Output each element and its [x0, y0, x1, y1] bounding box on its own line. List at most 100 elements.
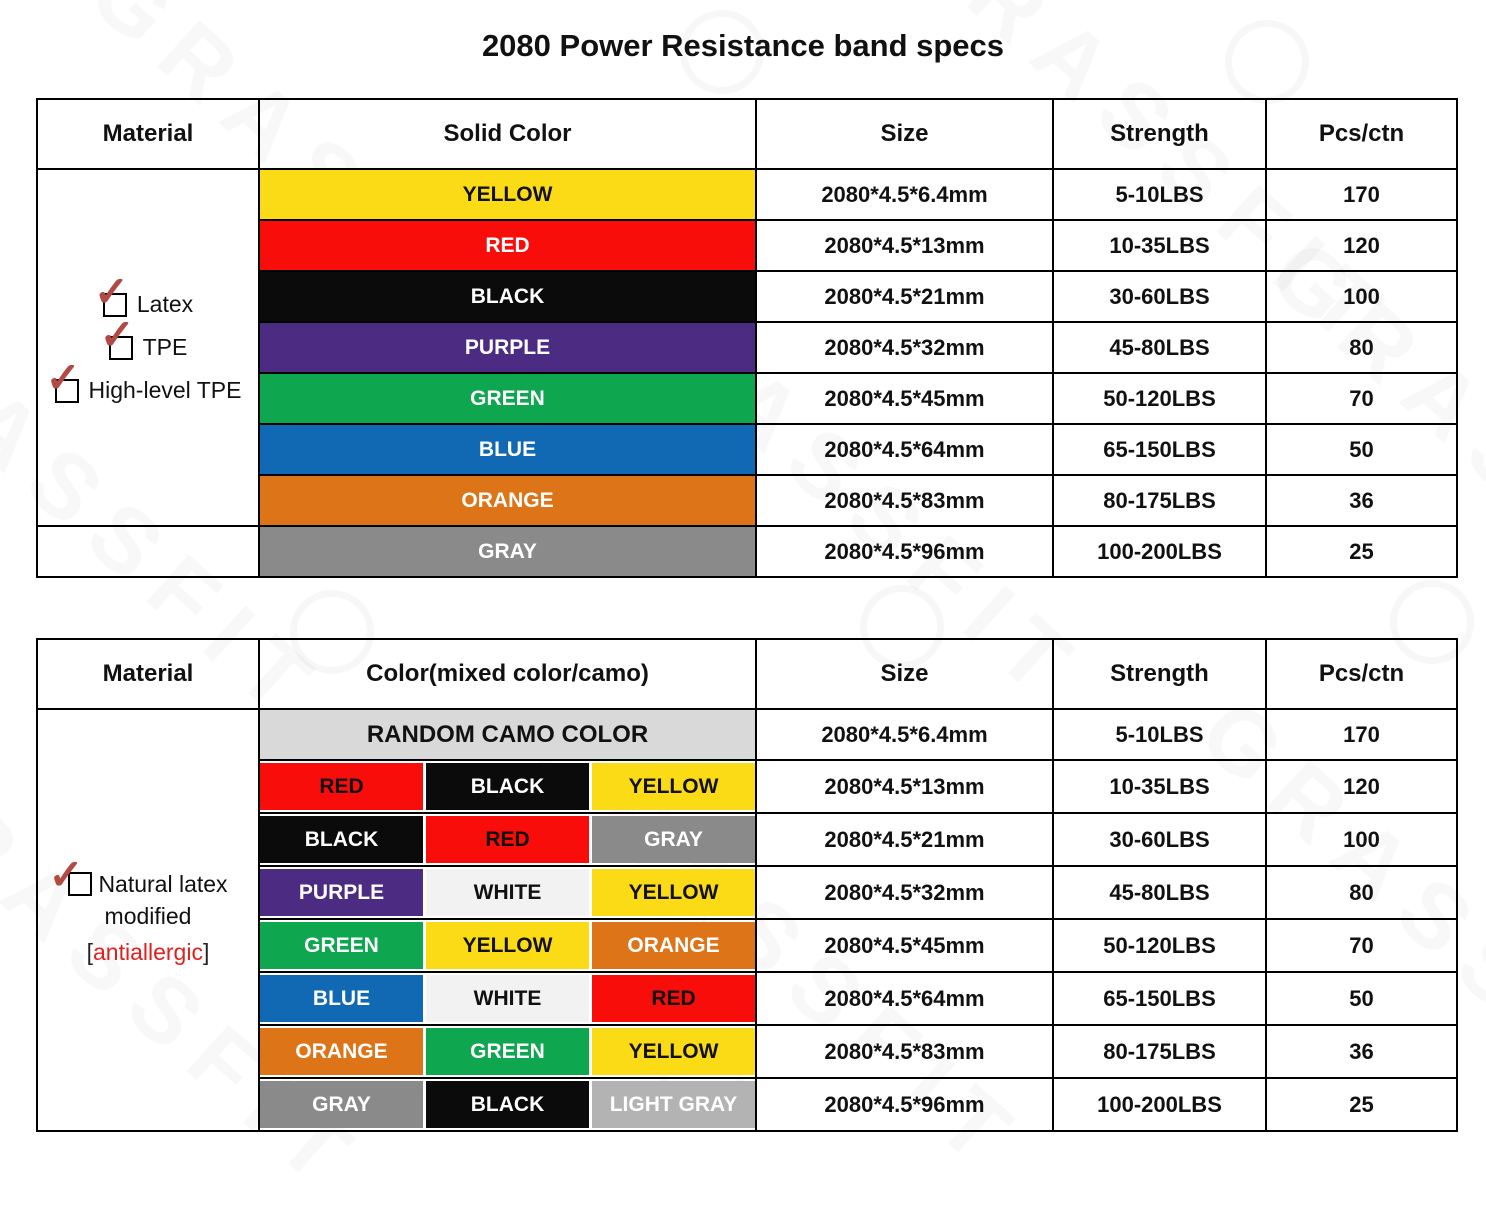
strength-cell: 80-175LBS	[1052, 474, 1267, 527]
pcs-cell: 120	[1265, 219, 1458, 272]
size-cell: 2080*4.5*64mm	[755, 423, 1054, 476]
pcs-cell: 120	[1265, 759, 1458, 814]
table-row: ✓ Natural latex modified [antiallergic] …	[36, 708, 1458, 1132]
size-cell: 2080*4.5*83mm	[755, 1024, 1054, 1079]
table-row: BLUE WHITE RED 2080*4.5*64mm 65-150LBS 5…	[37, 971, 1458, 1026]
material-cell-empty	[36, 525, 260, 578]
size-cell: 2080*4.5*6.4mm	[755, 708, 1054, 761]
strength-cell: 65-150LBS	[1052, 971, 1267, 1026]
random-camo-cell: RANDOM CAMO COLOR	[258, 708, 757, 761]
material-label: Latex	[136, 291, 194, 317]
pcs-cell: 170	[1265, 708, 1458, 761]
solid-color-spec-table: Material Solid Color Size Strength Pcs/c…	[36, 98, 1458, 578]
color-swatch: ORANGE	[261, 1028, 423, 1075]
page-title: 2080 Power Resistance band specs	[481, 28, 1005, 63]
header-material: Material	[36, 98, 260, 170]
size-cell: 2080*4.5*6.4mm	[755, 168, 1054, 221]
bracket-open: [	[86, 938, 94, 965]
color-swatch: WHITE	[426, 975, 589, 1022]
size-cell: 2080*4.5*45mm	[755, 918, 1054, 973]
table-header-row: Material Color(mixed color/camo) Size St…	[36, 638, 1458, 710]
pcs-cell: 100	[1265, 270, 1458, 323]
color-cell: BLUE	[258, 423, 757, 476]
table-row: GRAY 2080*4.5*96mm 100-200LBS 25	[36, 525, 1458, 578]
table-row: BLUE 2080*4.5*64mm 65-150LBS 50	[37, 423, 1458, 476]
size-cell: 2080*4.5*21mm	[755, 812, 1054, 867]
table-row: RED BLACK YELLOW 2080*4.5*13mm 10-35LBS …	[37, 759, 1458, 814]
pcs-cell: 25	[1265, 525, 1458, 578]
color-cell: BLACK	[258, 270, 757, 323]
pcs-cell: 170	[1265, 168, 1458, 221]
table-row: BLACK RED GRAY 2080*4.5*21mm 30-60LBS 10…	[37, 812, 1458, 867]
color-swatch: YELLOW	[592, 869, 754, 916]
size-cell: 2080*4.5*96mm	[755, 525, 1054, 578]
strength-cell: 30-60LBS	[1052, 270, 1267, 323]
strength-cell: 100-200LBS	[1052, 1077, 1267, 1132]
material-label: TPE	[142, 334, 188, 360]
strength-cell: 45-80LBS	[1052, 865, 1267, 920]
strength-cell: 50-120LBS	[1052, 372, 1267, 425]
material-label: Natural latex	[98, 870, 228, 897]
color-cell: GRAY	[258, 525, 757, 578]
table-row: ORANGE 2080*4.5*83mm 80-175LBS 36	[37, 474, 1458, 527]
material-label: High-level TPE	[88, 377, 242, 403]
material-label-line3: [antiallergic]	[87, 934, 210, 970]
pcs-cell: 80	[1265, 865, 1458, 920]
table-row: PURPLE 2080*4.5*32mm 45-80LBS 80	[37, 321, 1458, 374]
color-swatch: GREEN	[426, 1028, 589, 1075]
mixed-color-cell: GRAY BLACK LIGHT GRAY	[258, 1077, 757, 1132]
material-option-natural-latex: ✓ Natural latex	[48, 854, 228, 898]
pcs-cell: 50	[1265, 971, 1458, 1026]
table-row: GREEN 2080*4.5*45mm 50-120LBS 70	[37, 372, 1458, 425]
header-pcs: Pcs/ctn	[1265, 638, 1458, 710]
size-cell: 2080*4.5*83mm	[755, 474, 1054, 527]
material-option-latex: ✓ Latex	[94, 270, 194, 318]
table-row: ✓ Latex ✓ TPE ✓ High-level TPE YELLOW 20…	[36, 168, 1458, 527]
color-swatch: BLACK	[426, 1081, 589, 1128]
camo-color-spec-table: Material Color(mixed color/camo) Size St…	[36, 638, 1458, 1132]
table-row: GRAY BLACK LIGHT GRAY 2080*4.5*96mm 100-…	[37, 1077, 1458, 1132]
material-option-tpe: ✓ TPE	[100, 313, 188, 361]
header-size: Size	[755, 98, 1054, 170]
strength-cell: 5-10LBS	[1052, 708, 1267, 761]
material-cell: ✓ Natural latex modified [antiallergic]	[36, 708, 260, 1132]
mixed-color-cell: RED BLACK YELLOW	[258, 759, 757, 814]
color-swatch: LIGHT GRAY	[592, 1081, 754, 1128]
checkbox-icon: ✓	[94, 270, 129, 317]
table-row: RED 2080*4.5*13mm 10-35LBS 120	[37, 219, 1458, 272]
header-strength: Strength	[1052, 638, 1267, 710]
size-cell: 2080*4.5*32mm	[755, 865, 1054, 920]
color-swatch: BLACK	[426, 763, 589, 810]
color-swatch: WHITE	[426, 869, 589, 916]
size-cell: 2080*4.5*21mm	[755, 270, 1054, 323]
checkmark-icon: ✓	[99, 310, 135, 358]
color-cell: YELLOW	[258, 168, 757, 221]
color-cell: RED	[258, 219, 757, 272]
size-cell: 2080*4.5*45mm	[755, 372, 1054, 425]
mixed-color-cell: GREEN YELLOW ORANGE	[258, 918, 757, 973]
header-strength: Strength	[1052, 98, 1267, 170]
color-swatch: RED	[592, 975, 754, 1022]
bracket-close: ]	[202, 938, 210, 965]
pcs-cell: 50	[1265, 423, 1458, 476]
color-swatch: BLACK	[261, 816, 423, 863]
color-swatch: GREEN	[261, 922, 423, 969]
color-cell: PURPLE	[258, 321, 757, 374]
antiallergic-label: antiallergic	[93, 938, 203, 965]
strength-cell: 50-120LBS	[1052, 918, 1267, 973]
material-label-line2: modified	[104, 902, 192, 929]
color-swatch: BLUE	[261, 975, 423, 1022]
size-cell: 2080*4.5*13mm	[755, 219, 1054, 272]
strength-cell: 30-60LBS	[1052, 812, 1267, 867]
header-solid-color: Solid Color	[258, 98, 757, 170]
table-header-row: Material Solid Color Size Strength Pcs/c…	[36, 98, 1458, 170]
color-swatch: GRAY	[261, 1081, 423, 1128]
header-material: Material	[36, 638, 260, 710]
color-swatch: YELLOW	[592, 1028, 754, 1075]
table-row: GREEN YELLOW ORANGE 2080*4.5*45mm 50-120…	[37, 918, 1458, 973]
pcs-cell: 100	[1265, 812, 1458, 867]
pcs-cell: 25	[1265, 1077, 1458, 1132]
color-swatch: RED	[426, 816, 589, 863]
pcs-cell: 70	[1265, 918, 1458, 973]
pcs-cell: 36	[1265, 474, 1458, 527]
